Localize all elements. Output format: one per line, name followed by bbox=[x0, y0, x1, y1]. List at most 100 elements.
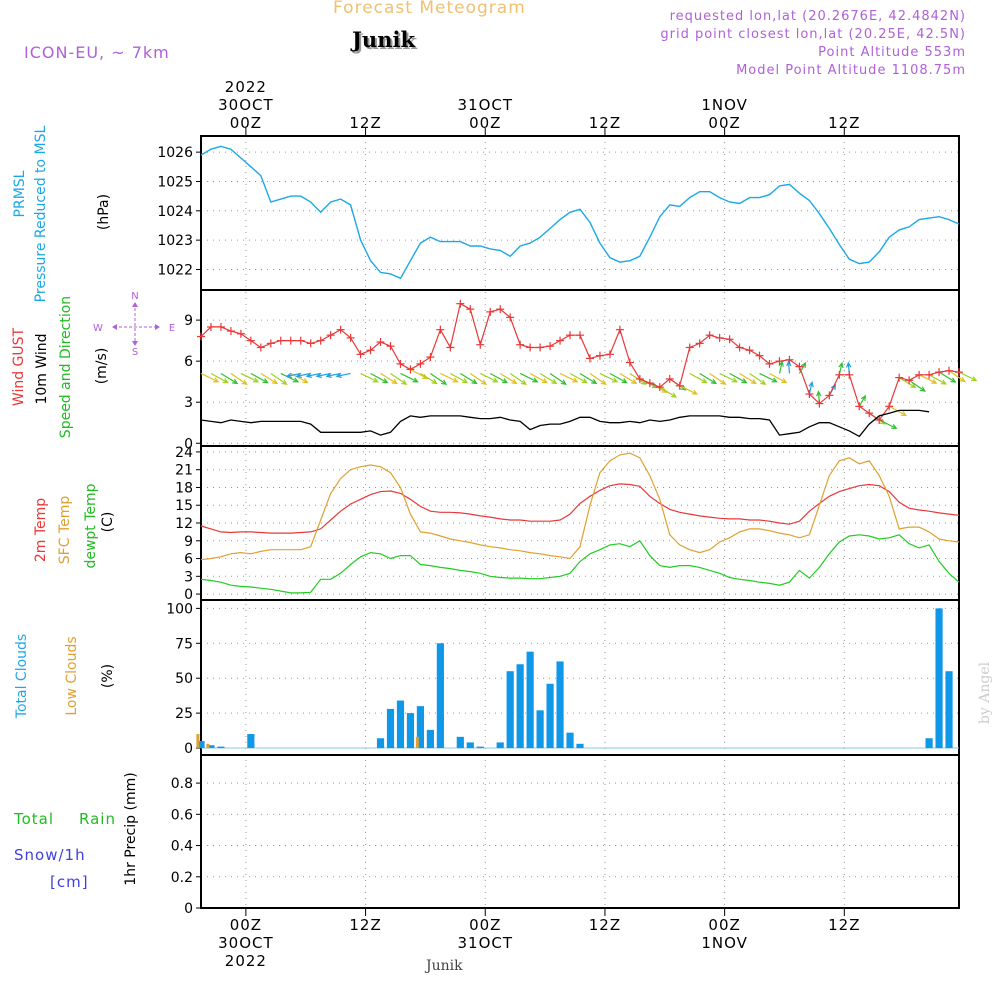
wind-direction-arrow-head bbox=[431, 378, 438, 385]
requested-coords: requested lon,lat (20.2676E, 42.4842N) bbox=[669, 9, 966, 24]
wind-direction-arrow-head bbox=[808, 380, 814, 388]
wind-direction-arrow bbox=[798, 362, 806, 374]
wind-direction-arrow bbox=[928, 374, 947, 385]
wind-direction-arrow-head bbox=[900, 411, 908, 417]
total-cloud-bar bbox=[456, 736, 464, 749]
precip-y-tick-label: 0.4 bbox=[171, 839, 193, 855]
wind-direction-arrow-head bbox=[919, 386, 926, 392]
wind-direction-arrow-head bbox=[222, 378, 229, 384]
total-cloud-bar bbox=[376, 738, 385, 749]
wind-direction-arrow bbox=[619, 372, 637, 384]
total-cloud-bar bbox=[526, 651, 534, 749]
total-cloud-bar bbox=[945, 671, 953, 749]
wind-direction-arrow-head bbox=[325, 372, 332, 379]
wind-direction-arrow bbox=[519, 372, 538, 383]
wind-direction-arrow-head bbox=[335, 372, 342, 379]
total-cloud-bar bbox=[935, 608, 943, 749]
wind-direction-arrow-head bbox=[891, 423, 898, 429]
wind-direction-arrow-head bbox=[262, 378, 269, 384]
total-cloud-bar bbox=[406, 713, 415, 749]
clouds-y-tick-label: 100 bbox=[166, 601, 193, 617]
wind-direction-arrow-head bbox=[950, 377, 957, 383]
bottom-time-label: 00Z bbox=[469, 916, 501, 934]
wind-direction-arrow bbox=[306, 372, 321, 377]
top-time-label: 12Z bbox=[349, 114, 381, 132]
total-cloud-bar bbox=[416, 706, 425, 749]
temp-y-tick-label: 12 bbox=[175, 516, 193, 532]
wind-direction-arrow-head bbox=[213, 377, 220, 383]
wind-direction-arrow bbox=[787, 361, 791, 374]
wind-direction-arrow-head bbox=[253, 377, 260, 383]
wind-direction-arrow bbox=[440, 372, 458, 383]
low-cloud-bar bbox=[415, 736, 419, 749]
wind-direction-arrow-head bbox=[520, 379, 528, 385]
low-cloud-bar bbox=[196, 734, 200, 749]
total-cloud-bar bbox=[925, 738, 933, 749]
wind-direction-arrow-head bbox=[591, 378, 598, 385]
wind-direction-arrow-head bbox=[781, 378, 788, 384]
pressure-y-tick-label: 1026 bbox=[157, 145, 193, 161]
wind-gust-markers bbox=[197, 299, 963, 424]
wind-direction-arrow bbox=[918, 374, 937, 384]
wind-direction-arrow bbox=[599, 372, 618, 383]
grid-point-coords: grid point closest lon,lat (20.25E, 42.5… bbox=[660, 27, 966, 42]
wind-direction-arrow-head bbox=[315, 372, 322, 379]
wind-y-tick-label: 9 bbox=[184, 313, 193, 329]
wind-direction-arrow-head bbox=[612, 377, 619, 383]
wind-direction-arrow-head bbox=[480, 379, 488, 385]
wind-direction-arrow-head bbox=[879, 419, 887, 425]
wind-direction-arrow bbox=[549, 372, 567, 385]
top-time-label: 12Z bbox=[828, 114, 860, 132]
compass-e: E bbox=[169, 323, 175, 334]
model-altitude: Model Point Altitude 1108.75m bbox=[736, 63, 966, 78]
wind-direction-arrow-head bbox=[241, 379, 248, 385]
wind-direction-arrow bbox=[539, 372, 557, 384]
precip-y-tick-label: 0.8 bbox=[171, 776, 193, 792]
wind-direction-arrow-head bbox=[471, 378, 478, 385]
wind-direction-arrow-head bbox=[691, 389, 699, 395]
wind-direction-arrow-head bbox=[786, 360, 792, 367]
top-time-label: 00Z bbox=[230, 114, 262, 132]
wind-direction-arrow bbox=[729, 372, 747, 384]
wind-direction-arrows bbox=[200, 360, 978, 429]
wind-direction-arrow-head bbox=[560, 379, 567, 385]
compass-s: S bbox=[132, 347, 138, 358]
bottom-time-label: 00Z bbox=[708, 916, 740, 934]
wind-direction-arrow-head bbox=[372, 377, 379, 383]
bottom-year-label: 2022 bbox=[225, 952, 267, 970]
wind-direction-arrow-head bbox=[511, 378, 518, 385]
precip-y-tick-label: 0 bbox=[184, 901, 193, 917]
wind-direction-arrow bbox=[286, 372, 301, 377]
wind-direction-arrow-head bbox=[541, 378, 549, 384]
wind-direction-arrow-head bbox=[285, 372, 293, 379]
total-cloud-bar bbox=[386, 708, 395, 749]
wind-direction-arrow-head bbox=[959, 376, 966, 383]
wind-direction-arrow-head bbox=[551, 378, 558, 385]
wind-direction-arrow bbox=[336, 372, 351, 377]
wind-direction-arrow-head bbox=[441, 379, 448, 385]
wind-direction-arrow bbox=[569, 372, 587, 384]
wind-direction-arrow-head bbox=[931, 378, 938, 384]
wind-direction-arrow-head bbox=[232, 378, 239, 385]
temp-y-tick-label: 6 bbox=[184, 552, 193, 568]
wind-direction-arrow-head bbox=[461, 378, 469, 384]
clouds-y-tick-label: 25 bbox=[175, 706, 193, 722]
low-cloud-bar bbox=[206, 743, 210, 749]
wind-direction-arrow bbox=[659, 386, 677, 398]
wind-direction-arrow bbox=[390, 372, 407, 385]
wind-direction-arrow bbox=[210, 372, 228, 384]
temp-y-tick-label: 18 bbox=[175, 480, 193, 496]
wind-direction-arrow bbox=[450, 372, 468, 384]
total-cloud-bar bbox=[566, 732, 574, 749]
pressure-panel-frame bbox=[200, 135, 960, 291]
pressure-y-tick-label: 1025 bbox=[157, 174, 193, 190]
precip-cm-label: [cm] bbox=[50, 873, 89, 891]
wind-direction-arrow-head bbox=[750, 378, 757, 385]
wind-direction-arrow-head bbox=[670, 392, 678, 398]
wind-direction-arrow-head bbox=[971, 376, 978, 381]
temp-dewpt-line bbox=[200, 534, 960, 594]
wind-direction-arrow-head bbox=[452, 377, 459, 383]
precip-panel-frame bbox=[200, 754, 960, 909]
wind-panel-frame bbox=[200, 289, 960, 447]
top-time-label: 00Z bbox=[469, 114, 501, 132]
